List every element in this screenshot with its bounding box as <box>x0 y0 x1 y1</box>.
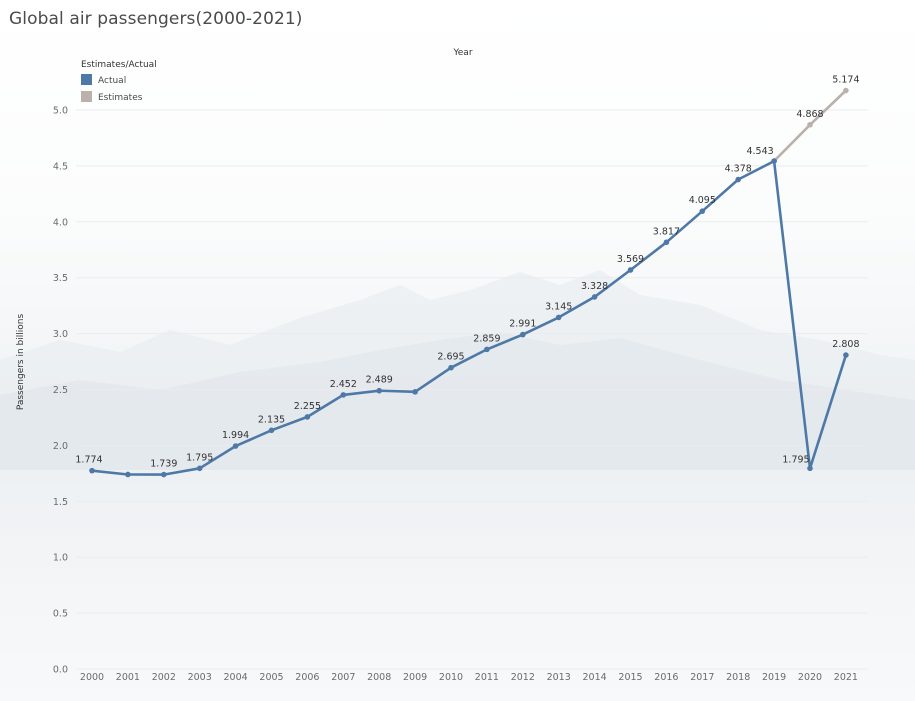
x-tick-label: 2020 <box>798 672 822 683</box>
legend-swatch-actual <box>81 74 92 85</box>
data-label: 2.489 <box>366 375 393 386</box>
data-label: 2.452 <box>330 379 357 390</box>
data-point-actual <box>376 387 383 394</box>
y-tick-label: 4.0 <box>53 217 68 228</box>
data-point-actual <box>448 364 454 371</box>
y-tick-label: 2.0 <box>53 441 68 452</box>
x-tick-label: 2010 <box>439 672 463 683</box>
data-label: 1.739 <box>150 459 177 470</box>
y-tick-label: 0.5 <box>53 609 68 620</box>
data-point-estimates <box>807 121 813 128</box>
y-tick-label: 2.5 <box>53 385 68 396</box>
x-tick-label: 2006 <box>295 672 319 683</box>
data-point-actual <box>627 267 634 273</box>
data-point-actual <box>843 352 849 358</box>
x-tick-label: 2017 <box>690 672 714 683</box>
legend-swatch-estimates <box>81 91 92 102</box>
data-point-actual <box>484 346 490 353</box>
legend-title: Estimates/Actual <box>81 60 157 70</box>
y-tick-label: 5.0 <box>53 106 68 117</box>
y-tick-label: 0.0 <box>53 665 68 676</box>
legend-label-actual: Actual <box>98 76 126 86</box>
data-label: 1.994 <box>222 430 249 441</box>
legend: Estimates/Actual Actual Estimates <box>81 60 157 103</box>
x-tick-label: 2007 <box>331 672 355 683</box>
data-point-actual <box>699 208 706 214</box>
data-point-actual <box>340 392 347 398</box>
data-label: 2.255 <box>294 401 321 412</box>
data-label: 2.991 <box>509 319 536 330</box>
data-labels: 1.774 1.739 1.795 1.994 2.135 2.255 2.452 2.489… <box>75 75 859 470</box>
data-point-estimates <box>843 87 849 94</box>
data-point-actual <box>304 414 311 420</box>
y-tick-label: 3.0 <box>53 329 68 340</box>
data-point-actual <box>89 467 95 474</box>
series-points <box>89 87 849 478</box>
data-point-actual <box>591 294 598 300</box>
series-line-actual <box>90 159 848 476</box>
data-label: 2.808 <box>832 339 859 350</box>
data-label: 3.145 <box>545 301 572 312</box>
x-tick-label: 2019 <box>762 672 786 683</box>
x-tick-label: 2004 <box>224 672 248 683</box>
x-tick-label: 2008 <box>367 672 391 683</box>
y-tick-label: 1.0 <box>53 553 68 564</box>
x-tick-label: 2003 <box>188 672 212 683</box>
x-tick-label: 2012 <box>511 672 535 683</box>
data-label: 1.774 <box>75 455 102 466</box>
data-point-actual <box>268 427 275 434</box>
data-point-actual <box>196 465 203 472</box>
data-label: 2.695 <box>437 352 464 363</box>
data-point-actual <box>771 158 777 164</box>
data-label: 4.095 <box>689 195 716 206</box>
legend-label-estimates: Estimates <box>98 93 143 103</box>
data-label: 3.569 <box>617 254 644 265</box>
x-tick-label: 2021 <box>834 672 858 683</box>
data-label: 4.868 <box>796 109 823 120</box>
x-tick-label: 2001 <box>116 672 140 683</box>
x-tick-label: 2002 <box>152 672 176 683</box>
data-label: 3.817 <box>653 226 680 237</box>
data-point-actual <box>412 389 418 395</box>
y-axis: 0.0 0.5 1.0 1.5 2.0 2.5 3.0 3.5 4.0 4.5 5.0 <box>53 106 68 676</box>
data-label: 1.795 <box>782 454 809 465</box>
data-point-actual <box>232 443 239 449</box>
data-point-actual <box>807 465 813 472</box>
y-tick-label: 3.5 <box>53 273 68 284</box>
data-point-actual <box>520 331 526 338</box>
x-tick-label: 2018 <box>726 672 750 683</box>
x-axis-title: Year <box>452 48 472 58</box>
x-tick-label: 2009 <box>403 672 427 683</box>
data-label: 4.378 <box>725 164 752 175</box>
y-tick-label: 1.5 <box>53 497 68 508</box>
data-point-actual <box>735 176 741 183</box>
data-label: 2.859 <box>473 333 500 344</box>
chart-title: Global air passengers(2000-2021) <box>9 9 303 29</box>
x-tick-label: 2011 <box>475 672 499 683</box>
data-label: 3.328 <box>581 281 608 292</box>
data-point-actual <box>555 314 562 321</box>
data-label: 5.174 <box>832 75 859 86</box>
x-tick-label: 2015 <box>618 672 642 683</box>
x-tick-label: 2000 <box>80 672 104 683</box>
data-label: 1.795 <box>186 452 213 463</box>
background-mountains <box>0 270 915 470</box>
data-label: 4.543 <box>746 146 773 157</box>
x-tick-label: 2016 <box>654 672 678 683</box>
data-point-actual <box>161 471 167 478</box>
y-axis-title: Passengers in billions <box>16 314 26 411</box>
data-point-actual <box>125 471 131 478</box>
y-tick-label: 4.5 <box>53 161 68 172</box>
x-tick-label: 2014 <box>583 672 607 683</box>
x-tick-label: 2013 <box>547 672 571 683</box>
data-point-actual <box>663 239 670 246</box>
gridlines <box>76 109 868 670</box>
x-tick-label: 2005 <box>259 672 283 683</box>
x-axis: 2000 2001 2002 2003 2004 2005 2006 2007 2008 2009… <box>80 672 858 683</box>
data-label: 2.135 <box>258 414 285 425</box>
